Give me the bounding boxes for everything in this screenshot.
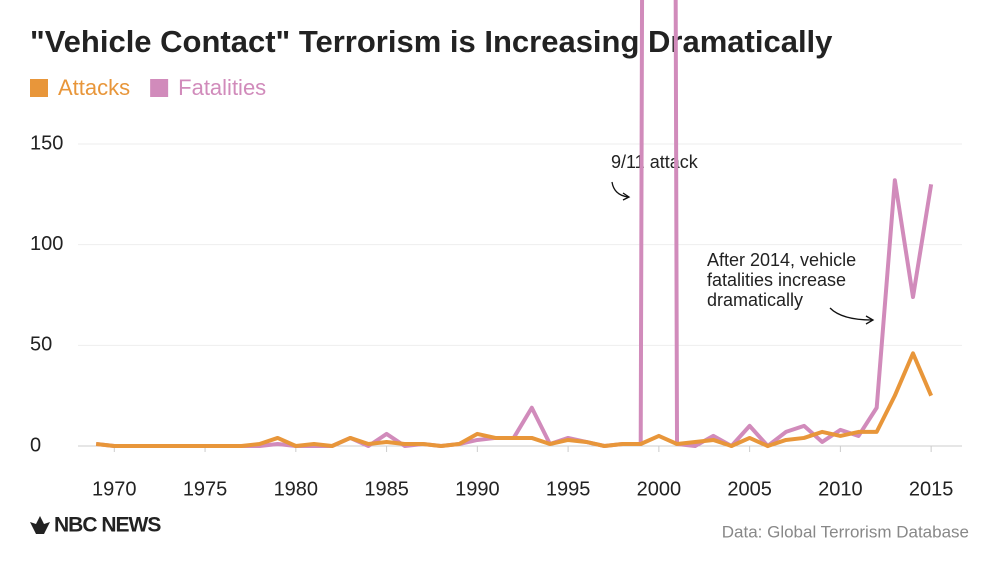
annotation-arrow xyxy=(611,181,629,198)
legend-swatch xyxy=(30,79,48,97)
annotation-arrowhead xyxy=(622,192,631,201)
chart-title: "Vehicle Contact" Terrorism is Increasin… xyxy=(30,24,833,59)
annotation-arrow xyxy=(829,307,873,321)
x-tick-label: 1980 xyxy=(274,478,319,500)
legend-swatch xyxy=(150,79,169,97)
x-tick-label: 1970 xyxy=(92,478,137,500)
y-tick-label: 100 xyxy=(30,233,63,255)
annotation: After 2014, vehicle xyxy=(707,250,856,270)
x-tick-label: 1990 xyxy=(455,478,500,500)
series-line xyxy=(95,0,934,448)
x-tick-label: 2005 xyxy=(727,478,772,500)
x-tick-label: 2010 xyxy=(818,478,863,500)
annotation: 9/11 attack xyxy=(611,152,699,172)
source: Data: Global Terrorism Database xyxy=(722,522,969,541)
annotation: fatalities increase xyxy=(707,270,846,290)
logo: NBC NEWS xyxy=(30,514,162,537)
x-tick-label: 1995 xyxy=(546,478,591,500)
brand: NBC NEWS xyxy=(54,514,161,537)
plot xyxy=(95,0,934,448)
annotation: dramatically xyxy=(707,290,803,310)
y-tick-label: 50 xyxy=(30,334,52,356)
y-tick-label: 150 xyxy=(30,132,63,154)
legend-label: Fatalities xyxy=(178,75,266,100)
legend-label: Attacks xyxy=(58,75,130,100)
annotation-arrowhead xyxy=(865,315,875,325)
x-tick-label: 1975 xyxy=(183,478,228,500)
x-tick-label: 2000 xyxy=(637,478,682,500)
series-line xyxy=(95,351,933,448)
x-tick-label: 1985 xyxy=(364,478,409,500)
y-tick-label: 0 xyxy=(30,434,41,456)
x-tick-label: 2015 xyxy=(909,478,954,500)
